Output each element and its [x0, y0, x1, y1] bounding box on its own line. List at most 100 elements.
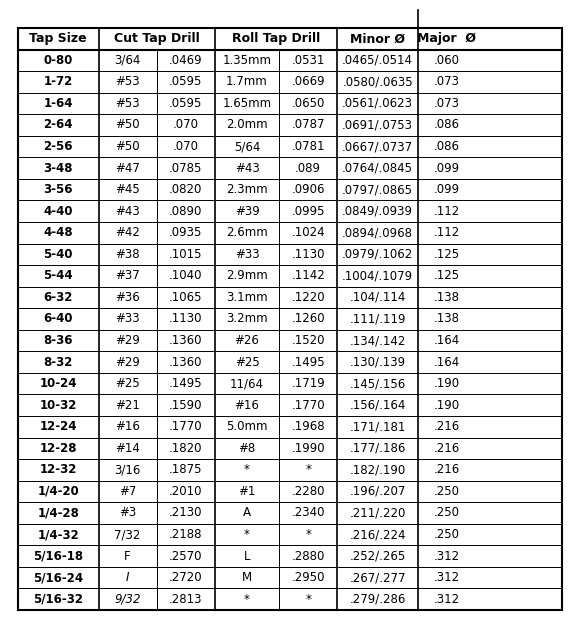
- Text: .0580/.0635: .0580/.0635: [342, 76, 413, 88]
- Text: .0979/.1062: .0979/.1062: [342, 248, 413, 261]
- Text: .125: .125: [434, 270, 460, 282]
- Text: .073: .073: [434, 76, 460, 88]
- Text: .211/.220: .211/.220: [349, 507, 406, 520]
- Text: .1015: .1015: [169, 248, 202, 261]
- Text: 12-28: 12-28: [39, 442, 77, 455]
- Text: .312: .312: [434, 571, 460, 584]
- Text: .0667/.0737: .0667/.0737: [342, 140, 413, 153]
- Text: 12-32: 12-32: [39, 464, 77, 476]
- Text: .0906: .0906: [292, 183, 325, 196]
- Text: #43: #43: [115, 205, 140, 218]
- Text: *: *: [244, 464, 250, 476]
- Text: 5/16-32: 5/16-32: [33, 593, 84, 605]
- Text: Tap Size: Tap Size: [30, 32, 87, 45]
- Text: .0787: .0787: [292, 118, 325, 132]
- Text: .1040: .1040: [169, 270, 202, 282]
- Text: .2130: .2130: [169, 507, 202, 520]
- Text: 1.35mm: 1.35mm: [223, 54, 271, 67]
- Text: #33: #33: [115, 312, 140, 326]
- Text: .1968: .1968: [291, 420, 325, 433]
- Text: .312: .312: [434, 593, 460, 605]
- Text: .134/.142: .134/.142: [349, 334, 406, 347]
- Text: 11/64: 11/64: [230, 377, 264, 390]
- Text: 4-40: 4-40: [44, 205, 73, 218]
- Text: .1875: .1875: [169, 464, 202, 476]
- Text: 3-48: 3-48: [44, 162, 73, 175]
- Text: 2-64: 2-64: [44, 118, 73, 132]
- Text: .1520: .1520: [292, 334, 325, 347]
- Text: 10-32: 10-32: [39, 399, 77, 412]
- Text: .1360: .1360: [169, 355, 202, 369]
- Text: .073: .073: [434, 97, 460, 110]
- Text: .086: .086: [434, 140, 460, 153]
- Text: Cut Tap Drill: Cut Tap Drill: [114, 32, 200, 45]
- Text: .0849/.0939: .0849/.0939: [342, 205, 413, 218]
- Text: 5/64: 5/64: [234, 140, 260, 153]
- Text: .1990: .1990: [291, 442, 325, 455]
- Text: #39: #39: [235, 205, 259, 218]
- Text: .070: .070: [173, 140, 199, 153]
- Text: 3-56: 3-56: [44, 183, 73, 196]
- Text: 10-24: 10-24: [39, 377, 77, 390]
- Text: 1/4-32: 1/4-32: [37, 528, 79, 541]
- Text: 9/32: 9/32: [114, 593, 141, 605]
- Text: F: F: [124, 549, 131, 563]
- Text: Minor Ø: Minor Ø: [350, 32, 405, 45]
- Text: 6-40: 6-40: [44, 312, 73, 326]
- Text: .0595: .0595: [169, 76, 202, 88]
- Text: .089: .089: [295, 162, 321, 175]
- Text: .111/.119: .111/.119: [349, 312, 406, 326]
- Text: #29: #29: [115, 334, 140, 347]
- Text: #14: #14: [115, 442, 140, 455]
- Text: .216/.224: .216/.224: [349, 528, 406, 541]
- Text: #3: #3: [119, 507, 136, 520]
- Text: .125: .125: [434, 248, 460, 261]
- Text: .190: .190: [434, 399, 460, 412]
- Text: 5/16-18: 5/16-18: [33, 549, 84, 563]
- Text: .182/.190: .182/.190: [350, 464, 405, 476]
- Text: .1495: .1495: [291, 355, 325, 369]
- Text: .250: .250: [434, 528, 460, 541]
- Text: .1004/.1079: .1004/.1079: [342, 270, 413, 282]
- Text: .312: .312: [434, 549, 460, 563]
- Text: .130/.139: .130/.139: [350, 355, 405, 369]
- Text: 5.0mm: 5.0mm: [226, 420, 268, 433]
- Text: *: *: [305, 528, 311, 541]
- Text: #16: #16: [115, 420, 140, 433]
- Text: 3/16: 3/16: [114, 464, 141, 476]
- Text: .0785: .0785: [169, 162, 202, 175]
- Text: .190: .190: [434, 377, 460, 390]
- Text: .267/.277: .267/.277: [349, 571, 406, 584]
- Text: .0691/.0753: .0691/.0753: [342, 118, 413, 132]
- Text: .2340: .2340: [292, 507, 325, 520]
- Text: #8: #8: [238, 442, 256, 455]
- Text: .138: .138: [434, 312, 460, 326]
- Text: 4-48: 4-48: [44, 226, 73, 239]
- Text: A: A: [243, 507, 251, 520]
- Text: .1065: .1065: [169, 291, 202, 304]
- Text: 3.2mm: 3.2mm: [226, 312, 268, 326]
- Text: #50: #50: [115, 140, 140, 153]
- Text: 1.65mm: 1.65mm: [223, 97, 271, 110]
- Text: .104/.114: .104/.114: [349, 291, 406, 304]
- Text: .1820: .1820: [169, 442, 202, 455]
- Text: .0890: .0890: [169, 205, 202, 218]
- Text: .1130: .1130: [169, 312, 202, 326]
- Text: .1142: .1142: [291, 270, 325, 282]
- Text: 8-36: 8-36: [44, 334, 73, 347]
- Text: .145/.156: .145/.156: [350, 377, 405, 390]
- Text: .0995: .0995: [292, 205, 325, 218]
- Text: .164: .164: [434, 334, 460, 347]
- Text: #38: #38: [115, 248, 140, 261]
- Text: .0894/.0968: .0894/.0968: [342, 226, 413, 239]
- Text: #26: #26: [234, 334, 259, 347]
- Text: 0-80: 0-80: [44, 54, 73, 67]
- Text: .252/.265: .252/.265: [350, 549, 405, 563]
- Text: 6-32: 6-32: [44, 291, 73, 304]
- Text: 8-32: 8-32: [44, 355, 73, 369]
- Text: 7/32: 7/32: [114, 528, 141, 541]
- Text: 1-64: 1-64: [44, 97, 73, 110]
- Text: #33: #33: [235, 248, 259, 261]
- Text: .156/.164: .156/.164: [349, 399, 406, 412]
- Text: .1495: .1495: [169, 377, 202, 390]
